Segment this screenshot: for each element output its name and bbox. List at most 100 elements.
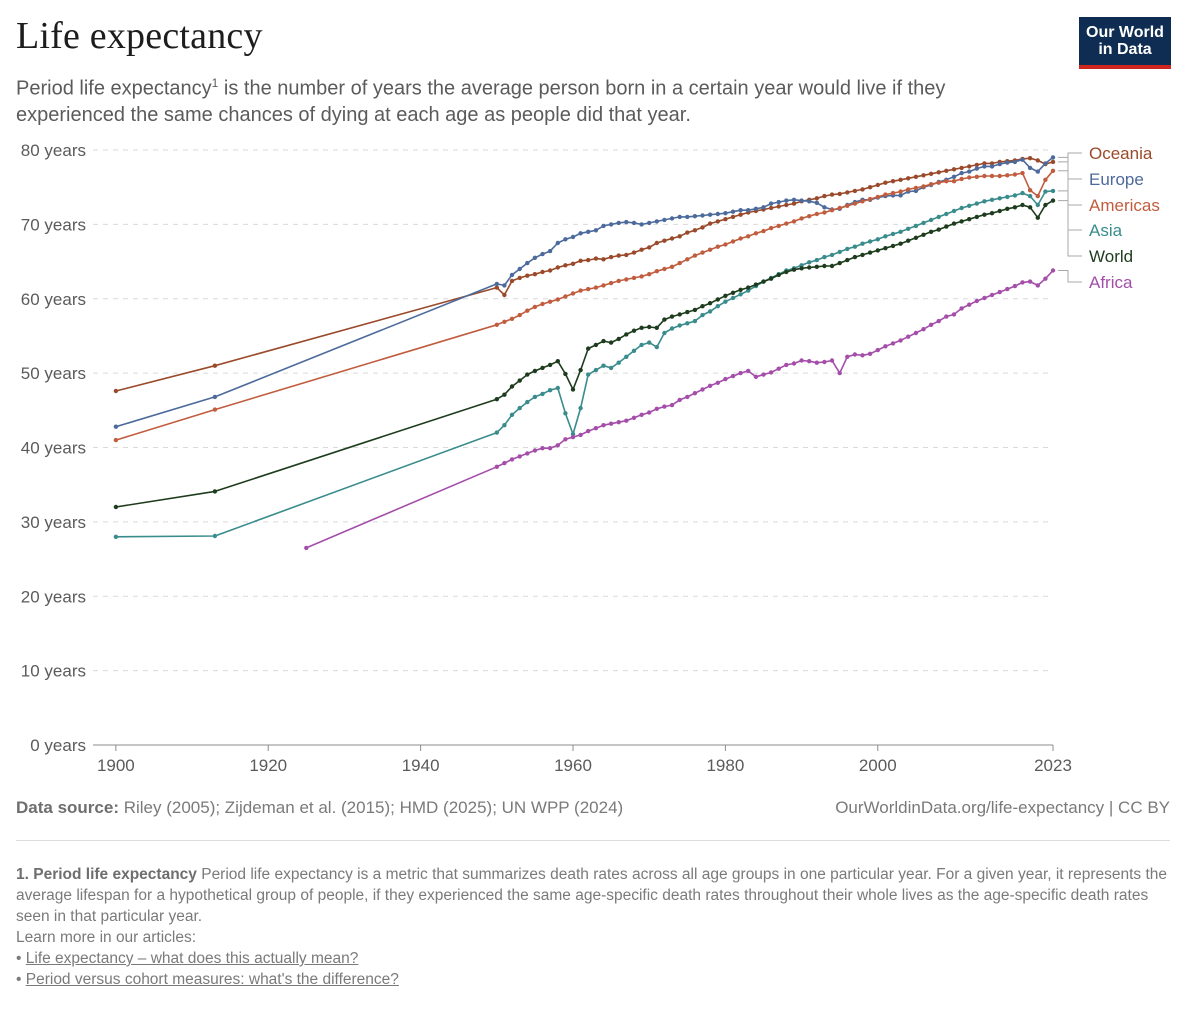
data-point[interactable] <box>1027 165 1033 171</box>
data-point[interactable] <box>944 179 949 184</box>
data-point[interactable] <box>730 209 736 214</box>
data-point[interactable] <box>624 252 629 258</box>
data-point[interactable] <box>639 412 644 417</box>
data-point[interactable] <box>898 177 903 182</box>
data-point[interactable] <box>974 214 979 220</box>
data-point[interactable] <box>532 255 538 260</box>
data-point[interactable] <box>837 370 842 376</box>
data-point[interactable] <box>906 187 911 192</box>
data-point[interactable] <box>509 316 515 321</box>
data-point[interactable] <box>1050 159 1056 165</box>
data-point[interactable] <box>525 308 530 313</box>
data-point[interactable] <box>525 260 530 266</box>
data-point[interactable] <box>608 280 614 286</box>
data-point[interactable] <box>563 371 568 377</box>
data-point[interactable] <box>768 370 774 375</box>
data-point[interactable] <box>852 188 858 194</box>
data-point[interactable] <box>692 253 698 258</box>
data-point[interactable] <box>1035 283 1041 288</box>
data-point[interactable] <box>967 203 972 208</box>
data-point[interactable] <box>654 240 659 246</box>
data-point[interactable] <box>906 334 911 339</box>
data-point[interactable] <box>1020 202 1025 208</box>
data-point[interactable] <box>1035 202 1041 208</box>
data-point[interactable] <box>586 372 591 377</box>
legend-label-oceania[interactable]: Oceania <box>1089 144 1153 163</box>
data-point[interactable] <box>662 217 667 223</box>
data-point[interactable] <box>525 273 530 278</box>
data-point[interactable] <box>517 275 522 281</box>
data-point[interactable] <box>784 269 789 275</box>
data-point[interactable] <box>1035 215 1041 220</box>
data-point[interactable] <box>738 370 743 376</box>
data-point[interactable] <box>631 328 637 333</box>
data-point[interactable] <box>974 298 979 304</box>
data-point[interactable] <box>593 256 599 261</box>
data-point[interactable] <box>814 264 819 269</box>
data-point[interactable] <box>601 363 606 368</box>
data-point[interactable] <box>898 229 903 234</box>
data-point[interactable] <box>616 360 621 365</box>
data-point[interactable] <box>982 199 987 204</box>
data-point[interactable] <box>532 448 538 453</box>
data-point[interactable] <box>723 293 728 298</box>
data-point[interactable] <box>685 257 690 262</box>
data-point[interactable] <box>997 161 1002 167</box>
legend-label-europe[interactable]: Europe <box>1089 170 1144 189</box>
data-point[interactable] <box>723 242 728 247</box>
data-point[interactable] <box>113 504 119 510</box>
data-point[interactable] <box>875 237 880 242</box>
data-point[interactable] <box>967 302 972 307</box>
data-point[interactable] <box>852 244 858 249</box>
data-point[interactable] <box>502 423 507 428</box>
data-point[interactable] <box>563 437 568 442</box>
data-point[interactable] <box>799 266 804 271</box>
data-point[interactable] <box>570 434 576 440</box>
data-point[interactable] <box>1027 205 1033 210</box>
data-point[interactable] <box>799 198 804 203</box>
data-point[interactable] <box>906 226 911 231</box>
data-point[interactable] <box>730 373 736 379</box>
data-point[interactable] <box>532 304 538 310</box>
data-point[interactable] <box>913 174 919 179</box>
data-point[interactable] <box>814 200 819 205</box>
data-point[interactable] <box>578 231 583 236</box>
data-point[interactable] <box>883 344 888 349</box>
data-point[interactable] <box>517 312 522 318</box>
data-point[interactable] <box>692 391 698 396</box>
data-point[interactable] <box>700 312 705 318</box>
data-point[interactable] <box>540 269 545 275</box>
data-point[interactable] <box>944 211 949 217</box>
data-point[interactable] <box>738 208 743 213</box>
data-point[interactable] <box>616 278 621 284</box>
data-point[interactable] <box>791 197 797 202</box>
data-point[interactable] <box>807 214 812 219</box>
data-point[interactable] <box>997 208 1002 214</box>
data-point[interactable] <box>616 336 621 342</box>
data-point[interactable] <box>692 214 698 219</box>
data-point[interactable] <box>837 260 842 266</box>
data-point[interactable] <box>982 173 987 179</box>
data-point[interactable] <box>860 241 865 246</box>
data-point[interactable] <box>502 319 507 324</box>
data-point[interactable] <box>685 309 690 315</box>
data-point[interactable] <box>982 212 987 217</box>
legend-label-americas[interactable]: Americas <box>1089 196 1160 215</box>
data-point[interactable] <box>563 263 568 268</box>
data-point[interactable] <box>555 297 560 302</box>
data-point[interactable] <box>601 223 606 229</box>
data-point[interactable] <box>784 221 789 226</box>
series-line[interactable] <box>115 156 1054 428</box>
data-point[interactable] <box>974 162 979 168</box>
data-point[interactable] <box>586 346 591 351</box>
data-point[interactable] <box>829 192 835 197</box>
article-link-life-expectancy[interactable]: Life expectancy – what does this actuall… <box>25 950 359 967</box>
data-point[interactable] <box>867 351 873 356</box>
data-point[interactable] <box>570 261 576 266</box>
data-point[interactable] <box>921 184 926 189</box>
data-point[interactable] <box>860 199 865 204</box>
data-point[interactable] <box>212 394 218 400</box>
data-point[interactable] <box>944 224 949 229</box>
data-point[interactable] <box>494 322 499 327</box>
series-line[interactable] <box>115 170 1054 441</box>
